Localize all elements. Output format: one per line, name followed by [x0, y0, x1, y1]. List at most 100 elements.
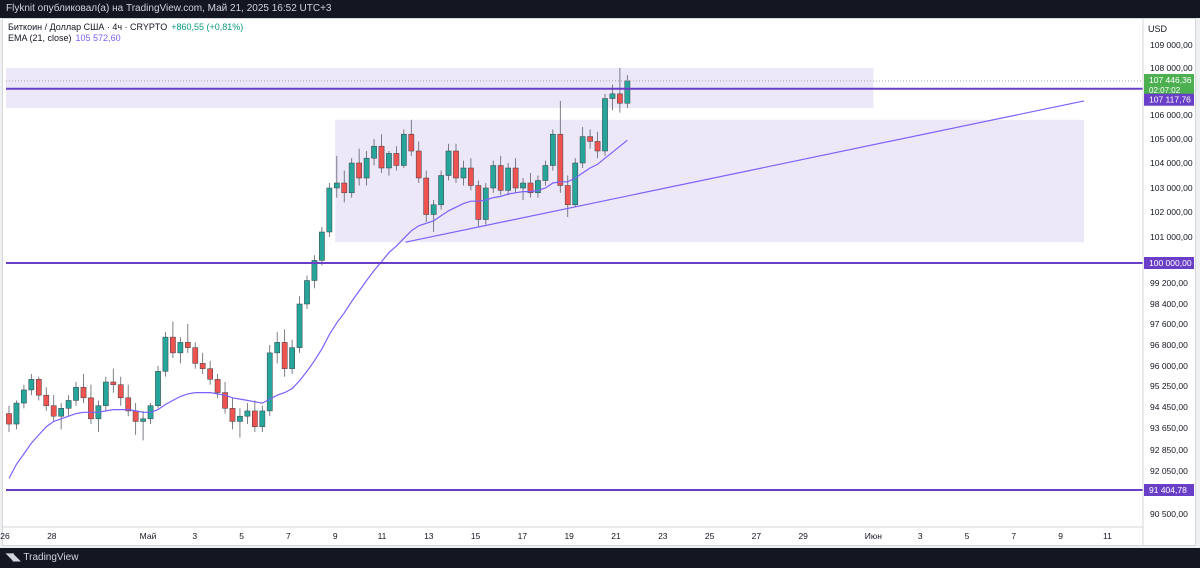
y-tick-label: 102 000,00	[1150, 207, 1193, 217]
candle-body	[617, 93, 623, 104]
symbol-title: Биткоин / Доллар США · 4ч · CRYPTO	[8, 22, 168, 32]
candle-body	[445, 150, 452, 176]
candle-body	[460, 167, 467, 179]
y-tick-label: 92 050,00	[1150, 466, 1188, 476]
candle-body	[505, 167, 511, 191]
candle-body	[110, 381, 117, 385]
candle-body	[6, 413, 12, 425]
candle-body	[177, 342, 184, 354]
y-tick-label: 96 800,00	[1150, 340, 1188, 350]
candle-body	[363, 157, 370, 179]
current-price-label: 107 446,36	[1149, 75, 1192, 85]
candle-body	[535, 180, 541, 194]
y-tick-label: 105 000,00	[1150, 134, 1193, 144]
candle-body	[304, 280, 310, 305]
candle-body	[192, 347, 199, 364]
publish-header: Flyknit опубликовал(а) на TradingView.co…	[0, 0, 1200, 18]
candle-body	[326, 187, 333, 233]
x-tick-label: 3	[192, 531, 197, 541]
candle-body	[21, 389, 27, 404]
candle-body	[73, 387, 79, 401]
candle-body	[319, 231, 325, 261]
candle-body	[244, 410, 251, 417]
candle-body	[155, 371, 161, 406]
candle-body	[482, 187, 489, 220]
candle-body	[602, 98, 608, 152]
x-tick-label: 9	[333, 531, 338, 541]
trendline	[405, 100, 1085, 243]
candle-body	[266, 352, 273, 412]
candle-body	[490, 165, 497, 189]
x-tick-label: 11	[378, 531, 387, 541]
x-tick-label: 15	[471, 531, 481, 541]
candle-body	[609, 93, 616, 99]
candle-body	[28, 379, 35, 391]
chart-legend: Биткоин / Доллар США · 4ч · CRYPTO +860,5…	[8, 22, 243, 44]
candle-body	[557, 133, 564, 186]
level-price-tag	[1144, 93, 1194, 106]
candle-body	[58, 408, 64, 417]
y-tick-label: 96 000,00	[1150, 361, 1188, 371]
x-tick-label: 11	[1103, 531, 1112, 541]
y-tick-label: 93 650,00	[1150, 423, 1188, 433]
candle-body	[274, 342, 281, 354]
y-tick-label: 92 850,00	[1150, 445, 1188, 455]
y-tick-label: 95 250,00	[1150, 381, 1188, 391]
currency-label: USD	[1148, 24, 1168, 34]
candle-body	[13, 402, 20, 425]
candle-body	[527, 182, 534, 194]
candle-body	[214, 379, 221, 393]
x-tick-label: 5	[965, 531, 970, 541]
y-tick-label: 97 600,00	[1150, 319, 1188, 329]
price-chart[interactable]: 109 000,00 108 000,00 106 000,00 105 000,00…	[0, 0, 1200, 548]
x-tick-label: 5	[239, 531, 244, 541]
candle-body	[378, 145, 385, 169]
candle-body	[170, 336, 176, 354]
candle-body	[356, 162, 362, 179]
tradingview-logo-icon: ◥◣	[6, 552, 20, 563]
candle-body	[237, 415, 243, 422]
y-tick-label: 99 200,00	[1150, 278, 1188, 288]
y-tick-label: 101 000,00	[1150, 232, 1193, 242]
footer-bar: ◥◣ TradingView	[0, 548, 1200, 568]
candle-body	[333, 182, 340, 189]
candle-body	[35, 379, 42, 396]
candle-body	[512, 167, 519, 189]
candle-body	[438, 175, 444, 206]
candle-body	[475, 185, 482, 220]
candle-body	[162, 336, 169, 372]
candle-body	[281, 342, 288, 369]
brand-name: TradingView	[23, 552, 79, 563]
candle-body	[371, 145, 377, 159]
level-price-label: 100 000,00	[1149, 258, 1192, 268]
y-tick-label: 106 000,00	[1150, 110, 1193, 120]
candle-body	[579, 136, 586, 164]
candle-body	[88, 397, 94, 420]
candle-body	[572, 162, 579, 206]
candle-body	[624, 80, 631, 104]
zones-layer	[6, 68, 1084, 243]
x-tick-label: 9	[1058, 531, 1063, 541]
x-tick-label: 27	[752, 531, 762, 541]
y-tick-label: 90 500,00	[1150, 509, 1188, 519]
candle-body	[65, 400, 72, 409]
candle-body	[423, 177, 430, 215]
countdown-label: 02:07:02	[1149, 86, 1181, 95]
x-tick-label: Май	[140, 531, 157, 541]
current-price-tag	[1144, 74, 1194, 97]
candle-body	[587, 136, 593, 142]
candle-body	[520, 182, 526, 189]
candle-body	[140, 418, 146, 422]
candle-body	[289, 347, 295, 369]
candle-body	[229, 408, 236, 422]
candle-body	[393, 153, 400, 166]
candle-body	[222, 392, 228, 409]
candle-body	[311, 260, 318, 281]
overlays-layer	[6, 80, 1143, 491]
candle-body	[564, 185, 571, 206]
level-price-tag	[1144, 484, 1194, 496]
candle-body	[348, 162, 355, 194]
y-tick-label: 109 000,00	[1150, 40, 1193, 50]
candle-body	[259, 410, 266, 427]
zone-2	[335, 119, 1084, 243]
